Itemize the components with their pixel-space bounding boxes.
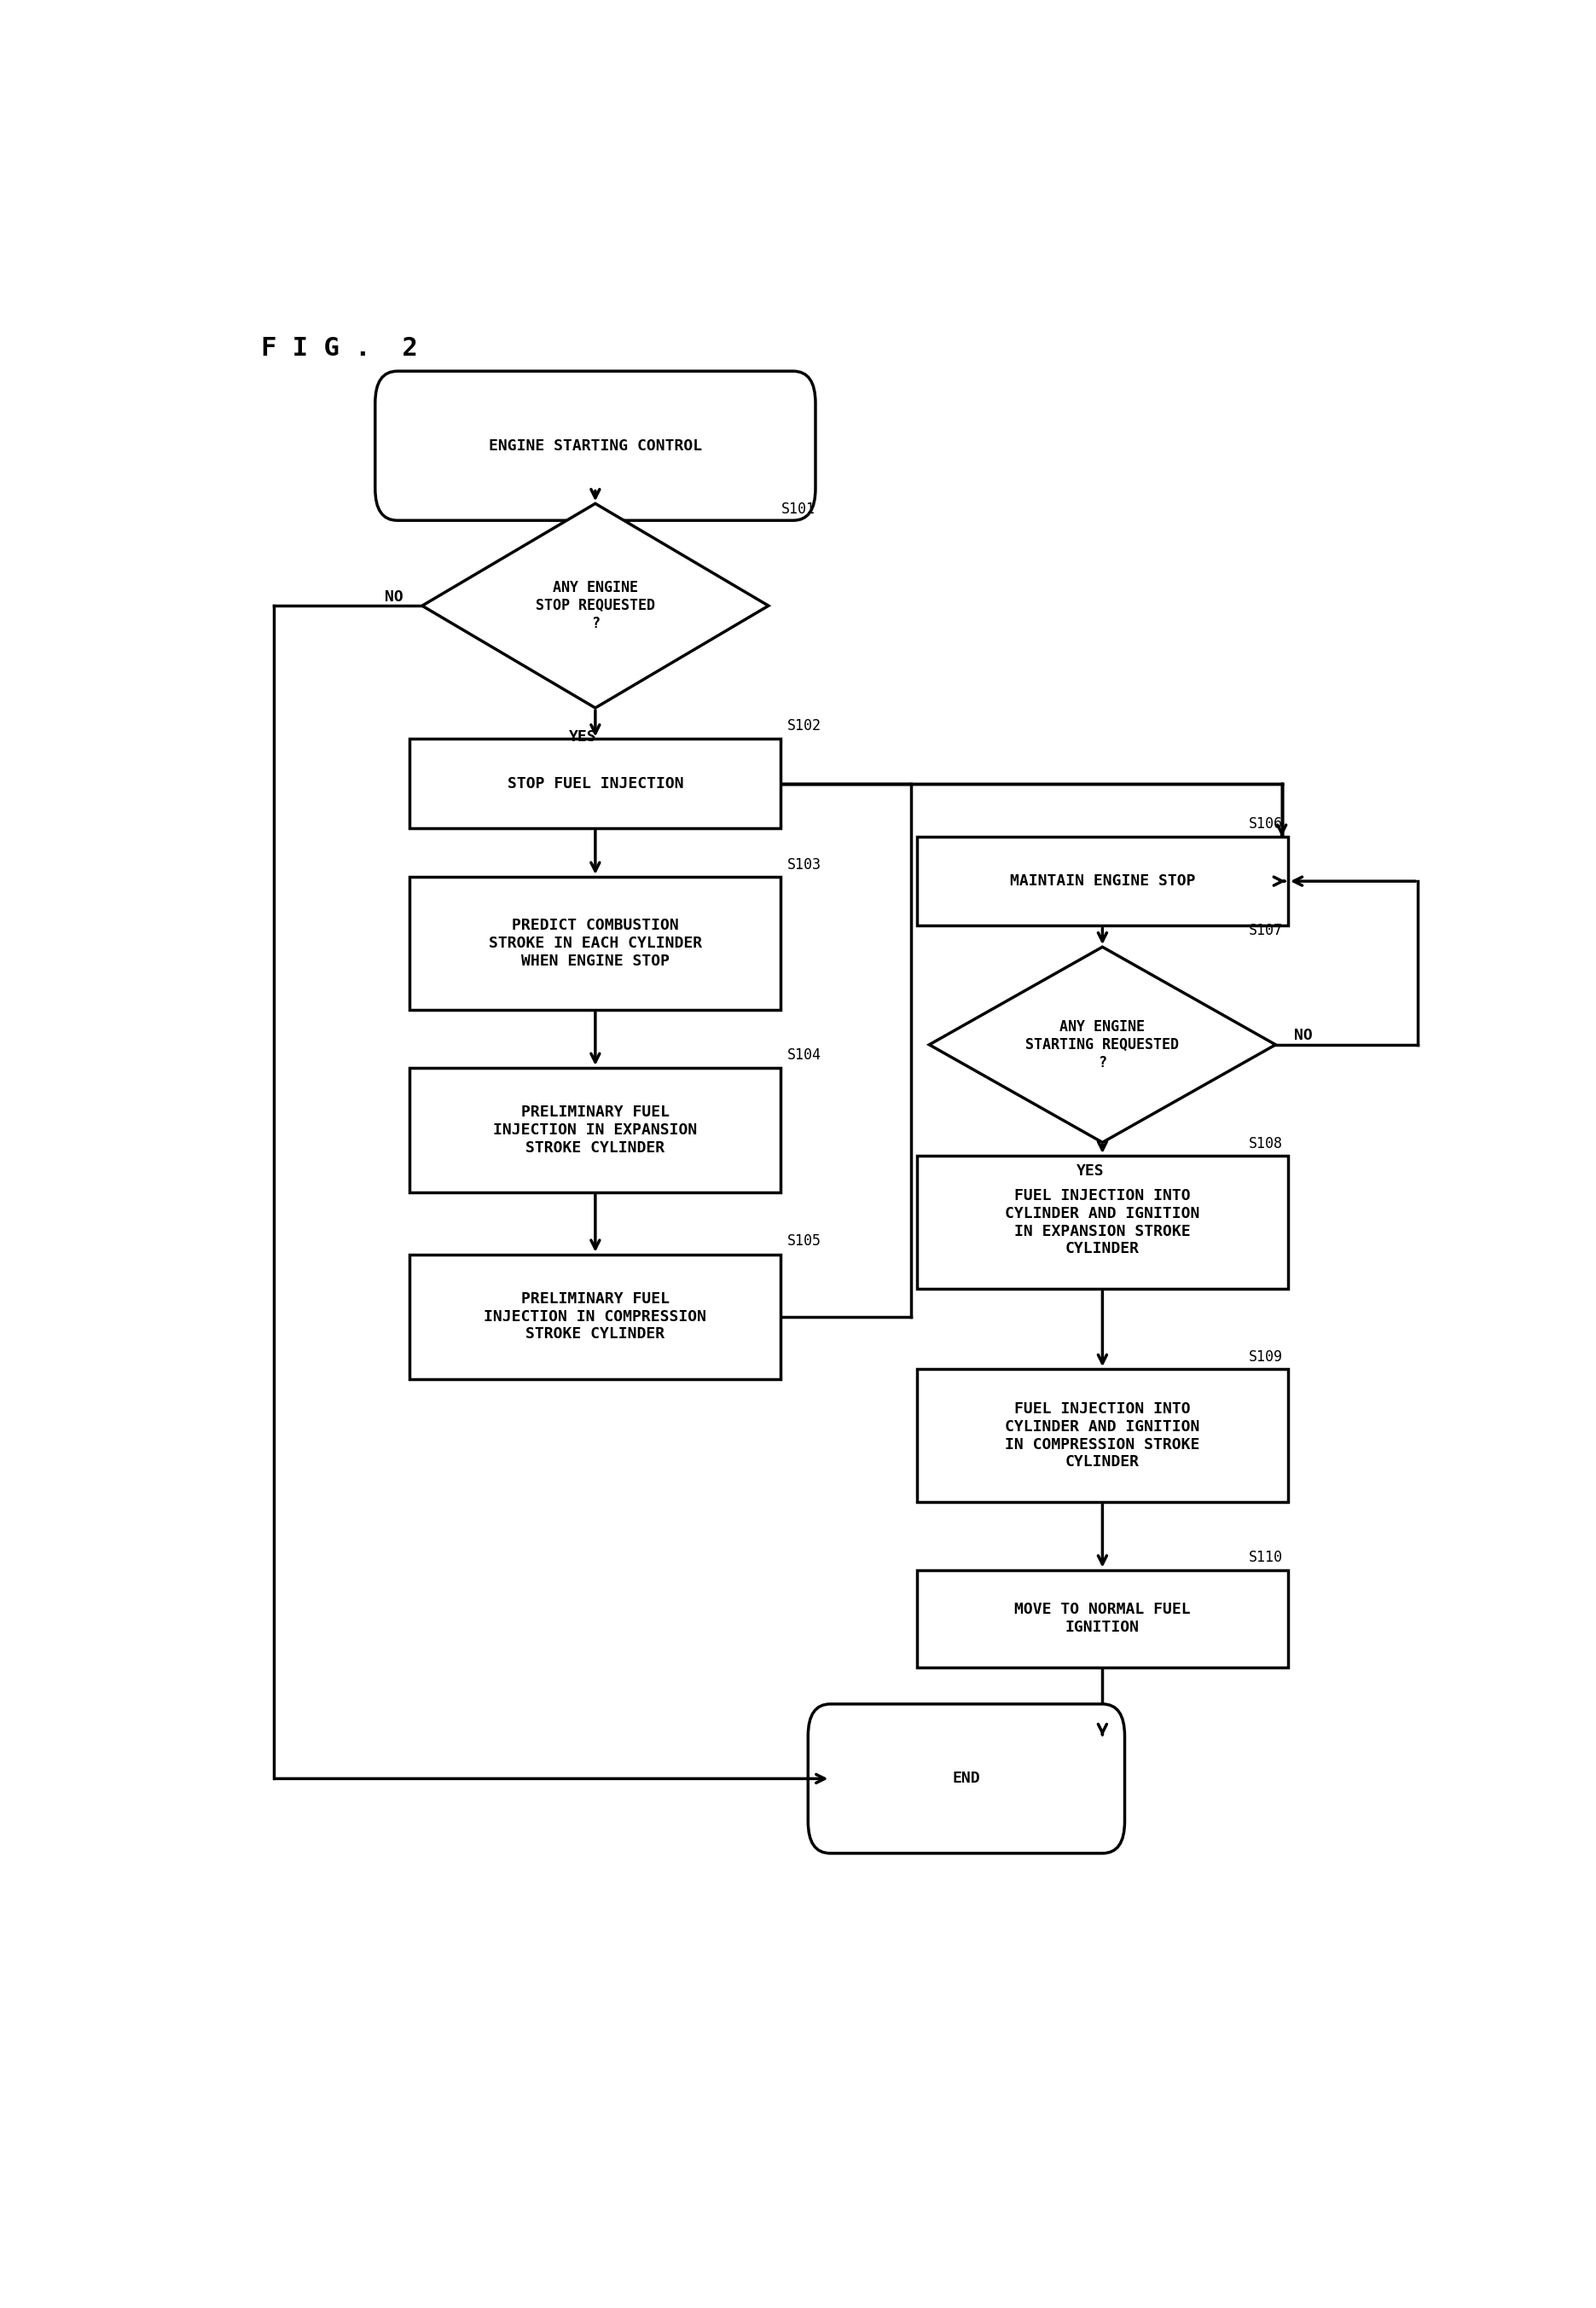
Text: S105: S105 [787, 1235, 822, 1249]
Text: S106: S106 [1248, 817, 1283, 831]
Text: S101: S101 [780, 501, 816, 517]
Bar [916, 838, 1288, 926]
Polygon shape [421, 503, 769, 709]
Text: ANY ENGINE
STOP REQUESTED
?: ANY ENGINE STOP REQUESTED ? [536, 579, 654, 630]
Bar [410, 739, 780, 829]
Text: S109: S109 [1248, 1350, 1283, 1364]
Text: S104: S104 [787, 1048, 822, 1062]
Text: ENGINE STARTING CONTROL: ENGINE STARTING CONTROL [488, 439, 702, 452]
Bar [916, 1569, 1288, 1669]
Text: PRELIMINARY FUEL
INJECTION IN COMPRESSION
STROKE CYLINDER: PRELIMINARY FUEL INJECTION IN COMPRESSIO… [484, 1290, 707, 1341]
Text: MOVE TO NORMAL FUEL
IGNITION: MOVE TO NORMAL FUEL IGNITION [1015, 1602, 1191, 1636]
Text: PREDICT COMBUSTION
STROKE IN EACH CYLINDER
WHEN ENGINE STOP: PREDICT COMBUSTION STROKE IN EACH CYLIND… [488, 919, 702, 969]
Text: END: END [953, 1770, 980, 1786]
Text: NO: NO [385, 589, 404, 605]
Text: S108: S108 [1248, 1136, 1283, 1152]
Text: F I G .  2: F I G . 2 [262, 335, 418, 360]
Text: PRELIMINARY FUEL
INJECTION IN EXPANSION
STROKE CYLINDER: PRELIMINARY FUEL INJECTION IN EXPANSION … [493, 1106, 697, 1156]
Text: NO: NO [1294, 1027, 1312, 1043]
Text: FUEL INJECTION INTO
CYLINDER AND IGNITION
IN EXPANSION STROKE
CYLINDER: FUEL INJECTION INTO CYLINDER AND IGNITIO… [1005, 1189, 1200, 1256]
Text: S110: S110 [1248, 1551, 1283, 1565]
Text: S107: S107 [1248, 923, 1283, 937]
Text: YES: YES [1076, 1163, 1104, 1179]
Polygon shape [929, 946, 1275, 1142]
FancyBboxPatch shape [375, 372, 816, 519]
Bar [916, 1156, 1288, 1290]
Bar [410, 1253, 780, 1378]
Text: ANY ENGINE
STARTING REQUESTED
?: ANY ENGINE STARTING REQUESTED ? [1026, 1020, 1179, 1071]
Bar [410, 877, 780, 1011]
Text: S103: S103 [787, 856, 822, 872]
Text: MAINTAIN ENGINE STOP: MAINTAIN ENGINE STOP [1010, 872, 1195, 889]
Text: STOP FUEL INJECTION: STOP FUEL INJECTION [508, 775, 683, 792]
Text: YES: YES [570, 729, 597, 745]
Bar [410, 1069, 780, 1193]
Text: FUEL INJECTION INTO
CYLINDER AND IGNITION
IN COMPRESSION STROKE
CYLINDER: FUEL INJECTION INTO CYLINDER AND IGNITIO… [1005, 1401, 1200, 1470]
FancyBboxPatch shape [808, 1703, 1125, 1853]
Bar [916, 1369, 1288, 1503]
Text: S102: S102 [787, 718, 822, 734]
